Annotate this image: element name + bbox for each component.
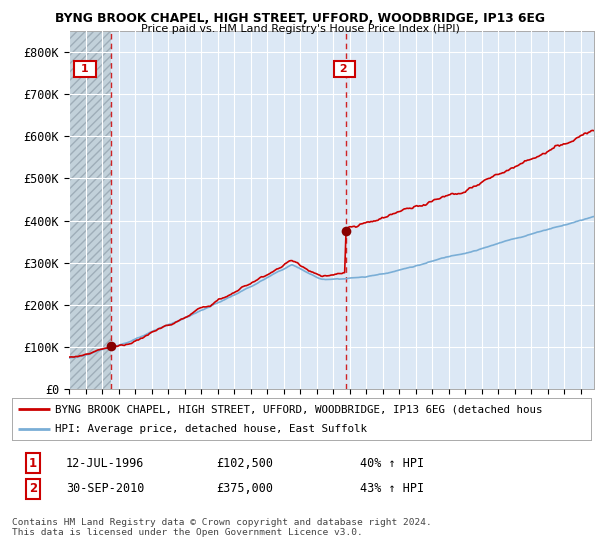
Text: BYNG BROOK CHAPEL, HIGH STREET, UFFORD, WOODBRIDGE, IP13 6EG (detached hous: BYNG BROOK CHAPEL, HIGH STREET, UFFORD, … — [55, 404, 543, 414]
Text: 30-SEP-2010: 30-SEP-2010 — [66, 482, 145, 496]
Text: 2: 2 — [29, 482, 37, 496]
Text: HPI: Average price, detached house, East Suffolk: HPI: Average price, detached house, East… — [55, 424, 367, 434]
Text: 40% ↑ HPI: 40% ↑ HPI — [360, 456, 424, 470]
Text: £375,000: £375,000 — [216, 482, 273, 496]
Text: £102,500: £102,500 — [216, 456, 273, 470]
Text: 12-JUL-1996: 12-JUL-1996 — [66, 456, 145, 470]
Text: 43% ↑ HPI: 43% ↑ HPI — [360, 482, 424, 496]
Text: 2: 2 — [337, 64, 352, 74]
Text: 1: 1 — [29, 456, 37, 470]
Text: BYNG BROOK CHAPEL, HIGH STREET, UFFORD, WOODBRIDGE, IP13 6EG: BYNG BROOK CHAPEL, HIGH STREET, UFFORD, … — [55, 12, 545, 25]
Text: 1: 1 — [77, 64, 93, 74]
Text: Contains HM Land Registry data © Crown copyright and database right 2024.
This d: Contains HM Land Registry data © Crown c… — [12, 518, 432, 538]
Bar — [69, 31, 111, 389]
Text: Price paid vs. HM Land Registry's House Price Index (HPI): Price paid vs. HM Land Registry's House … — [140, 24, 460, 34]
